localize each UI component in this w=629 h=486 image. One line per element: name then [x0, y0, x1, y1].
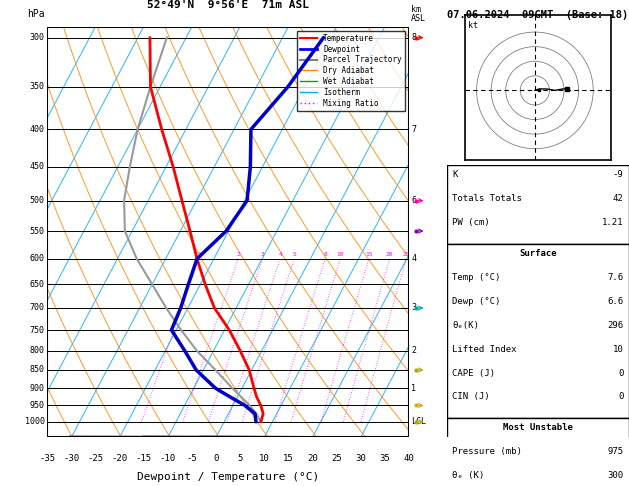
Text: 2: 2 — [237, 252, 240, 257]
Text: 40: 40 — [403, 454, 415, 463]
Text: LCL: LCL — [411, 417, 426, 426]
Text: 3: 3 — [411, 303, 416, 312]
Text: 350: 350 — [30, 82, 45, 91]
Text: 20: 20 — [307, 454, 318, 463]
Text: 750: 750 — [30, 326, 45, 334]
Text: -5: -5 — [186, 454, 198, 463]
Text: 1000: 1000 — [25, 417, 45, 426]
Text: 0: 0 — [618, 368, 623, 378]
Text: Surface: Surface — [519, 249, 557, 258]
Legend: Temperature, Dewpoint, Parcel Trajectory, Dry Adiabat, Wet Adiabat, Isotherm, Mi: Temperature, Dewpoint, Parcel Trajectory… — [298, 31, 405, 111]
Text: CIN (J): CIN (J) — [452, 393, 490, 401]
Text: 35: 35 — [379, 454, 390, 463]
Text: Temp (°C): Temp (°C) — [452, 273, 501, 282]
Text: hPa: hPa — [27, 9, 45, 18]
Text: 8: 8 — [323, 252, 327, 257]
Text: 25: 25 — [403, 252, 410, 257]
Text: Pressure (mb): Pressure (mb) — [452, 447, 522, 456]
Text: 400: 400 — [30, 125, 45, 134]
Text: 975: 975 — [608, 447, 623, 456]
Text: 450: 450 — [30, 162, 45, 172]
Text: 650: 650 — [30, 280, 45, 289]
Text: ASL: ASL — [411, 14, 426, 23]
Text: 15: 15 — [365, 252, 372, 257]
Text: Dewpoint / Temperature (°C): Dewpoint / Temperature (°C) — [137, 472, 319, 482]
Text: 550: 550 — [30, 226, 45, 236]
Bar — [447, 244, 629, 418]
Text: 10: 10 — [259, 454, 270, 463]
Text: 700: 700 — [30, 303, 45, 312]
Text: Dewp (°C): Dewp (°C) — [452, 296, 501, 306]
Text: 950: 950 — [30, 401, 45, 410]
Text: 8: 8 — [411, 33, 416, 42]
Text: 0: 0 — [618, 393, 623, 401]
Text: 500: 500 — [30, 196, 45, 205]
Text: -9: -9 — [613, 170, 623, 179]
Text: 10: 10 — [613, 345, 623, 354]
Text: 6.6: 6.6 — [608, 296, 623, 306]
Text: 850: 850 — [30, 365, 45, 374]
Text: 600: 600 — [30, 254, 45, 263]
Bar — [447, 418, 629, 486]
Text: 52°49'N  9°56'E  71m ASL: 52°49'N 9°56'E 71m ASL — [147, 0, 309, 10]
Text: 2: 2 — [411, 346, 416, 355]
Text: 6: 6 — [411, 196, 416, 205]
Text: 1.21: 1.21 — [602, 218, 623, 227]
Text: -10: -10 — [160, 454, 175, 463]
Text: K: K — [452, 170, 457, 179]
Bar — [447, 165, 629, 244]
Text: 30: 30 — [355, 454, 366, 463]
Text: 296: 296 — [608, 321, 623, 330]
Text: km: km — [411, 5, 421, 15]
Text: 15: 15 — [283, 454, 294, 463]
Text: 800: 800 — [30, 346, 45, 355]
Text: Totals Totals: Totals Totals — [452, 194, 522, 203]
Text: PW (cm): PW (cm) — [452, 218, 490, 227]
Text: -30: -30 — [64, 454, 79, 463]
Text: 4: 4 — [411, 254, 416, 263]
Text: 300: 300 — [608, 471, 623, 480]
Text: 900: 900 — [30, 384, 45, 393]
Text: 7.6: 7.6 — [608, 273, 623, 282]
Text: 1: 1 — [198, 252, 201, 257]
Text: θₑ (K): θₑ (K) — [452, 471, 484, 480]
Text: θₑ(K): θₑ(K) — [452, 321, 479, 330]
Text: -15: -15 — [136, 454, 152, 463]
Text: Most Unstable: Most Unstable — [503, 423, 573, 432]
Text: CAPE (J): CAPE (J) — [452, 368, 495, 378]
Text: -35: -35 — [39, 454, 55, 463]
Text: 20: 20 — [386, 252, 393, 257]
Text: 25: 25 — [331, 454, 342, 463]
Text: -25: -25 — [87, 454, 103, 463]
Text: 4: 4 — [278, 252, 282, 257]
Text: 300: 300 — [30, 33, 45, 42]
Text: 07.06.2024  09GMT  (Base: 18): 07.06.2024 09GMT (Base: 18) — [447, 10, 628, 20]
Text: 1: 1 — [411, 384, 416, 393]
Text: 3: 3 — [260, 252, 264, 257]
Text: -20: -20 — [111, 454, 128, 463]
Text: 42: 42 — [613, 194, 623, 203]
Text: 10: 10 — [337, 252, 344, 257]
Text: kt: kt — [468, 21, 478, 30]
Text: 5: 5 — [292, 252, 296, 257]
Text: 5: 5 — [237, 454, 243, 463]
Text: 7: 7 — [411, 125, 416, 134]
Text: 0: 0 — [213, 454, 219, 463]
Text: Lifted Index: Lifted Index — [452, 345, 516, 354]
